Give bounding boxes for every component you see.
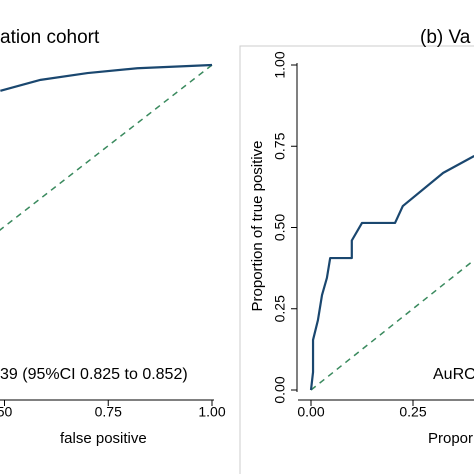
annotation: AuRO bbox=[433, 366, 474, 383]
reference-line bbox=[310, 259, 474, 391]
roc-curve bbox=[309, 155, 474, 391]
chart-title: ation cohort bbox=[0, 27, 100, 48]
roc-curve bbox=[0, 63, 213, 92]
panel-frame bbox=[239, 45, 474, 474]
x-tick-label: 1.00 bbox=[198, 404, 225, 420]
x-tick-label: 0.25 bbox=[399, 404, 426, 420]
x-axis-label: false positive bbox=[60, 430, 147, 447]
y-tick-label: 0.25 bbox=[272, 295, 288, 322]
y-tick-label: 0.50 bbox=[272, 214, 288, 241]
x-axis-label: Propor bbox=[428, 430, 473, 447]
y-axis-label: Proportion of true positive bbox=[249, 141, 266, 312]
x-tick-label: 0.75 bbox=[95, 404, 122, 420]
annotation: 39 (95%CI 0.825 to 0.852) bbox=[0, 366, 188, 383]
y-tick-label: 0.00 bbox=[272, 376, 288, 403]
x-tick-label: 0.00 bbox=[297, 404, 324, 420]
reference-line bbox=[0, 64, 213, 231]
chart-title: (b) Va bbox=[420, 27, 471, 48]
y-tick-label: 0.75 bbox=[272, 132, 288, 159]
x-tick-label: 50 bbox=[0, 404, 12, 420]
y-tick-label: 1.00 bbox=[272, 51, 288, 78]
